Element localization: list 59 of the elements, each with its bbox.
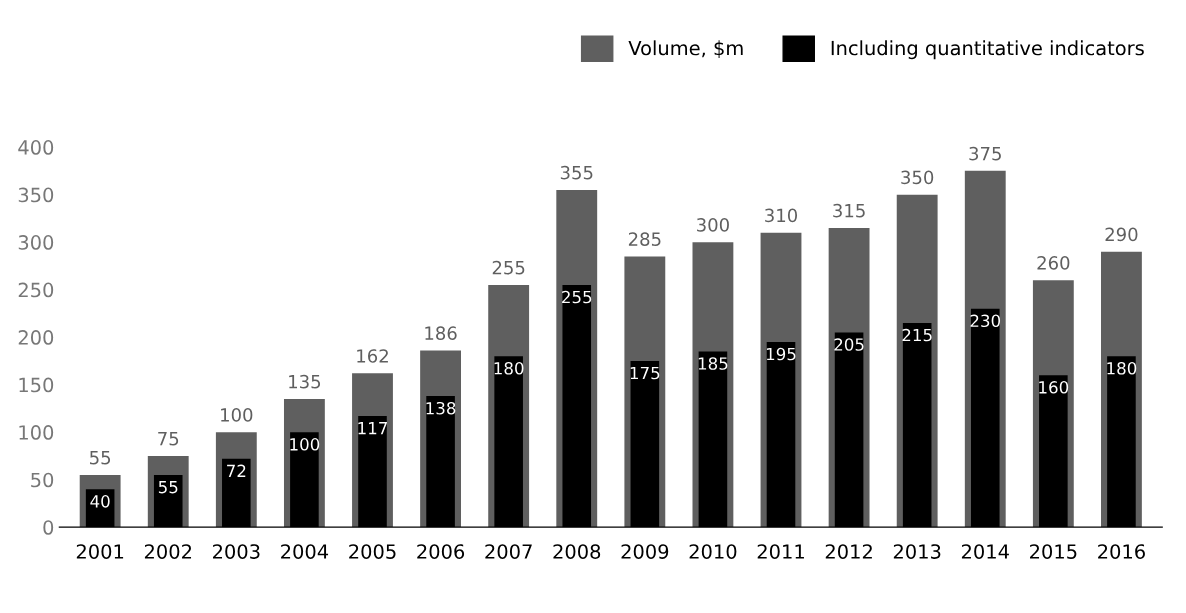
x-tick-label: 2002: [144, 544, 192, 559]
data-label: 40: [90, 495, 110, 508]
data-label: 315: [833, 203, 865, 218]
x-tick-label: 2007: [485, 544, 532, 559]
x-tick-label: 2008: [553, 544, 601, 559]
x-tick-label: 2012: [825, 544, 872, 559]
data-label: 285: [628, 232, 661, 246]
y-tick-label: 350: [18, 187, 54, 203]
data-label: 55: [158, 480, 178, 494]
data-label: 160: [1039, 381, 1069, 394]
data-label: 230: [970, 314, 1001, 328]
data-label: 72: [227, 464, 246, 477]
x-tick-label: 2001: [76, 544, 124, 559]
data-label: 215: [902, 328, 932, 342]
data-label: 180: [1107, 362, 1137, 375]
data-label: 117: [358, 422, 387, 435]
data-label: 300: [697, 218, 729, 232]
x-tick-label: 2014: [961, 544, 1009, 559]
x-tick-label: 2013: [893, 544, 941, 559]
data-label: 260: [1037, 256, 1070, 270]
y-tick-label: 150: [19, 377, 54, 393]
data-label: 185: [698, 357, 728, 370]
x-tick-label: 2015: [1030, 544, 1077, 559]
x-tick-label: 2006: [417, 544, 465, 559]
data-label: 195: [766, 347, 796, 361]
y-tick-label: 400: [18, 140, 54, 155]
x-tick-label: 2009: [621, 544, 669, 559]
data-label: 310: [765, 208, 798, 223]
y-tick-label: 300: [18, 235, 54, 250]
data-label: 75: [158, 432, 179, 446]
legend-label: Volume, $m: [628, 40, 743, 58]
x-tick-label: 2010: [689, 544, 737, 559]
data-label: 255: [562, 290, 592, 304]
x-tick-label: 2004: [281, 544, 329, 559]
y-tick-label: 100: [19, 425, 54, 440]
data-label: 350: [901, 170, 934, 185]
data-label: 180: [494, 362, 524, 375]
data-label: 375: [969, 146, 1001, 161]
y-tick-label: 200: [18, 330, 54, 345]
x-tick-label: 2016: [1098, 544, 1145, 559]
data-label: 55: [90, 451, 111, 465]
data-label: 355: [560, 165, 593, 180]
data-label: 186: [425, 326, 457, 341]
data-label: 100: [290, 438, 320, 451]
y-tick-label: 0: [43, 520, 54, 535]
data-label: 138: [426, 401, 456, 415]
x-tick-label: 2005: [349, 544, 396, 559]
x-tick-label: 2003: [213, 544, 260, 559]
y-tick-label: 250: [18, 282, 54, 298]
x-tick-label: 2011: [757, 544, 804, 559]
data-label: 135: [289, 374, 321, 389]
data-label: 290: [1105, 227, 1138, 242]
legend-label: Including quantitative indicators: [831, 40, 1144, 60]
data-label: 205: [834, 338, 864, 351]
data-label: 162: [357, 349, 388, 363]
y-tick-label: 50: [31, 472, 54, 488]
data-label: 100: [221, 408, 253, 422]
data-label: 175: [630, 366, 660, 380]
data-label: 255: [492, 260, 525, 275]
